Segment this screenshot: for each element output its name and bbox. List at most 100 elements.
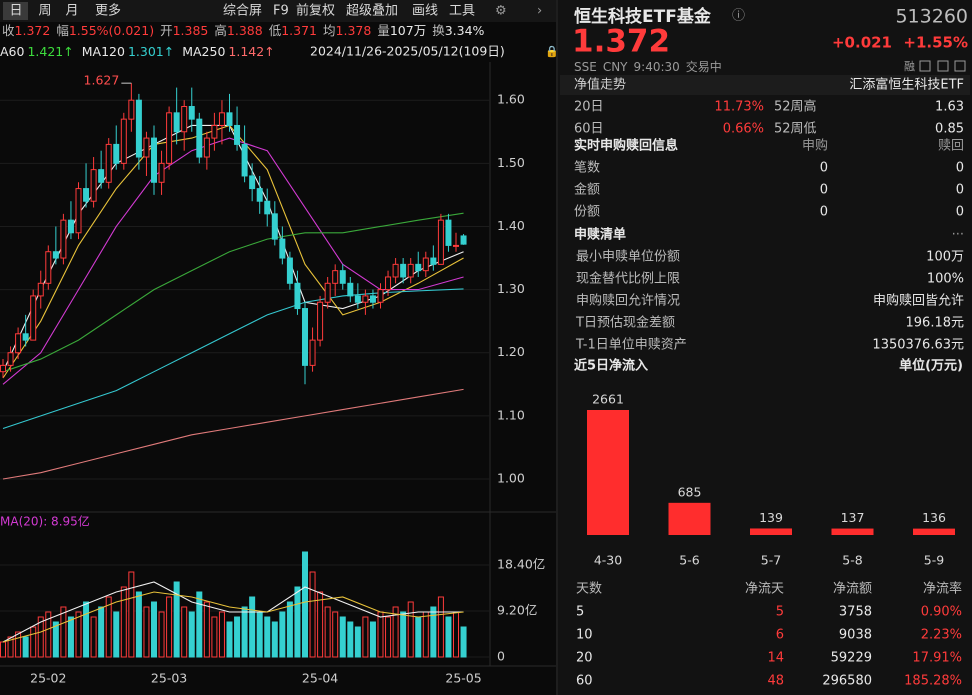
candle-body [445,219,452,246]
fund-code: 513260 [895,6,968,28]
volume-bar [196,591,203,658]
label: 20日 [574,100,604,115]
lock-icon[interactable]: 🔒 [545,45,559,58]
quote-label: 开 [160,23,173,38]
ma-line [2,591,464,643]
date-range: 2024/11/26-2025/05/12(109日) [310,44,505,59]
candle-body [158,162,165,183]
table-cell: 5 [776,605,784,620]
candle-body [67,219,74,234]
period-tab[interactable]: 更多 [95,3,121,19]
candle-body [105,143,112,183]
candle-body [166,112,173,164]
candle-body [279,238,286,259]
x-tick-label: 25-04 [302,671,338,686]
x-tick-label: 25-03 [151,671,187,686]
volume-bar [181,606,188,658]
quote-bar: 收1.372 幅1.55%(0.021) 开1.385 高1.388 低1.371 均1.… [2,23,485,38]
volume-bar [15,631,22,658]
value: 0 [820,205,828,220]
ma-name: A60 [0,44,25,59]
period-tab[interactable]: 日 [9,4,22,19]
quote-label: 低 [269,23,282,38]
tool-button[interactable]: F9 [273,4,289,19]
volume-bar [415,616,422,658]
icon[interactable] [954,60,966,72]
volume-bar [422,611,429,658]
ma-legend: A60 1.421↑ MA120 1.301↑ MA250 1.142↑ [0,44,275,59]
info-icon[interactable]: ⓘ [732,9,745,24]
volume-bar [151,601,157,658]
volume-bar [234,616,241,658]
value: 0.66% [723,122,764,137]
candle-body [249,175,256,190]
table-cell: 20 [576,651,593,666]
volume-bar [264,616,271,658]
tool-button[interactable]: 超级叠加 [346,4,398,19]
volume-bar [75,611,82,658]
tool-button[interactable]: 工具 [449,4,475,19]
candle-body [332,270,339,284]
candle-body [7,352,14,366]
volume-bar [460,626,467,658]
volume-bar [430,606,437,658]
volume-bar [60,606,67,658]
ma-value: 1.301↑ [128,44,174,59]
volume-bar [437,596,444,658]
tool-button[interactable]: 前复权 [296,3,335,19]
candle-body [385,276,392,291]
volume-bar [143,606,150,658]
value: 1350376.63元 [872,338,964,353]
tool-button[interactable]: 画线 [412,4,438,19]
icon[interactable] [937,60,949,72]
table-cell: 48 [767,674,784,689]
bar [668,502,711,535]
volume-bar [67,616,74,658]
status: 9:40:30 [634,60,680,74]
candle-body [113,143,120,164]
value: 0 [820,161,828,176]
volume-bar [22,636,29,658]
volume-bar [453,611,459,658]
candle-body [120,118,127,164]
quote-value: 1.55%(0.021) [69,23,154,38]
x-tick-label: 5-9 [924,553,944,568]
quote-label: 高 [214,23,227,38]
candle-body [151,137,157,183]
status: 交易中 [686,59,722,74]
candle-body [309,339,316,366]
volume-bar [332,611,339,658]
active-period-bg [3,2,28,20]
table-cell: 9038 [839,628,872,643]
candle-body [377,289,384,303]
label: 52周高 [774,99,817,115]
toolbar-bg [0,0,556,22]
quote-value: 1.372 [15,23,51,38]
icon[interactable] [919,60,931,72]
volume-title: MA(20): 8.95亿 [0,514,90,529]
side-panel-bg [558,0,972,695]
period-tab[interactable]: 月 [65,4,78,19]
candle-body [188,106,195,120]
volume-bar [294,586,301,658]
more-button[interactable]: ··· [952,228,964,243]
volume-bar [249,596,256,658]
icon[interactable]: › [537,4,542,19]
candle-body [271,213,278,240]
volume-bar [83,601,90,658]
candle-body [226,112,233,126]
value: 1.63 [935,100,964,115]
bar [831,528,874,535]
column-header: 净流额 [833,582,872,597]
candle-body [75,188,82,234]
label: 申购赎回允许情况 [576,293,680,309]
tool-button[interactable]: 综合屏 [223,4,262,19]
settings-icon[interactable]: ⚙ [495,4,507,19]
label: 60日 [574,122,604,137]
y-tick-label: 1.60 [497,92,525,107]
candle-body [45,251,52,284]
candle-body [98,169,105,183]
period-tab[interactable]: 周 [38,4,51,19]
quote-value: 1.385 [173,23,209,38]
volume-bar [105,596,112,658]
